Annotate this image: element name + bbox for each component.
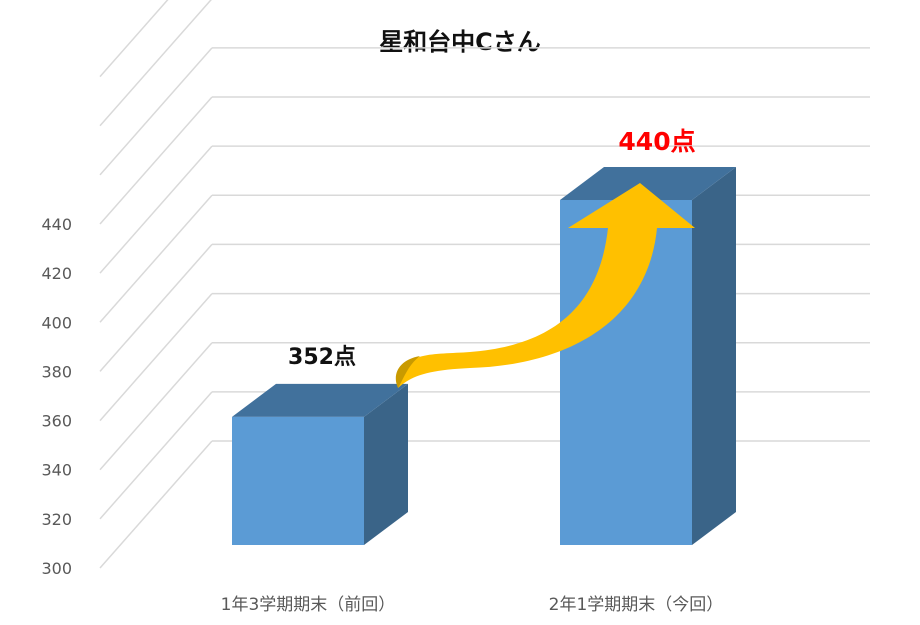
growth-arrow: [398, 183, 695, 388]
gridline-diagonal: [99, 0, 212, 127]
gridline-diagonal: [99, 0, 169, 78]
gridline-diagonal: [99, 47, 213, 176]
gridline-diagonal: [99, 96, 213, 225]
gridline-diagonal: [99, 391, 213, 520]
gridline-diagonal: [99, 145, 213, 274]
bar-side: [364, 383, 408, 545]
gridline-diagonal: [99, 440, 213, 569]
gridline-diagonal: [99, 342, 213, 471]
gridline-diagonal: [99, 194, 213, 323]
y-tick-label: 400: [41, 313, 72, 332]
chart-title: 星和台中Cさん: [379, 28, 541, 56]
data-label: 440点: [618, 127, 695, 156]
y-tick-label: 320: [41, 510, 72, 529]
y-tick-label: 340: [41, 461, 72, 480]
x-tick-label: 1年3学期期末（前回）: [221, 595, 396, 615]
bar-top: [232, 383, 408, 417]
bar: [232, 416, 364, 545]
y-tick-label: 360: [41, 412, 72, 431]
growth-arrow-curl: [395, 356, 420, 388]
y-tick-label: 300: [41, 559, 72, 578]
data-label: 352点: [288, 344, 356, 370]
x-tick-label: 2年1学期期末（今回）: [549, 595, 724, 615]
y-tick-label: 440: [41, 215, 72, 234]
bar-top: [560, 167, 736, 200]
gridline-diagonal: [99, 243, 213, 372]
bar-side: [692, 167, 736, 545]
gridline-diagonal: [99, 293, 213, 422]
y-tick-label: 420: [41, 264, 72, 283]
y-tick-label: 380: [41, 362, 72, 381]
